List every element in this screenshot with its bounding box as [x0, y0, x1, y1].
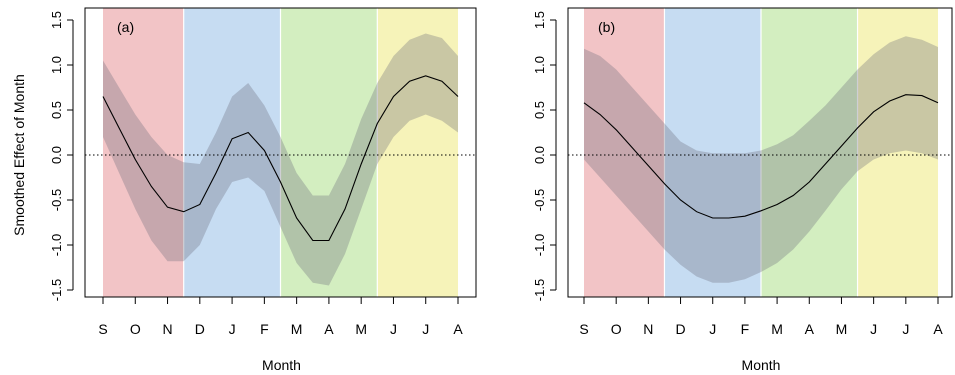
panel-b: (b) -1.5 -1.0 -0.5 0.0 0.5 1.0 1.5 S O N D J F M A M J J A M…: [532, 7, 953, 373]
x-tick-label: S: [98, 321, 107, 337]
y-tick-label: -1.0: [49, 234, 64, 256]
x-tick-label: A: [324, 321, 334, 337]
x-tick-label: A: [933, 321, 943, 337]
x-tick-label: A: [805, 321, 815, 337]
y-tick-label: -1.5: [532, 279, 547, 301]
y-tick-label: -1.0: [532, 234, 547, 256]
season-band: [664, 8, 761, 297]
panel-a: (a) -1.5 -1.0 -0.5 0.0 0.5 1.0 1.5 S O N D J F M A M J J A M…: [49, 7, 477, 373]
x-axis-label: Month: [742, 357, 781, 373]
x-tick-label: S: [579, 321, 588, 337]
x-tick-label: M: [771, 321, 783, 337]
season-band: [761, 8, 858, 297]
y-tick-label: 0.5: [532, 101, 547, 119]
y-axis-label: Smoothed Effect of Month: [11, 74, 27, 236]
smoothed-effect-line: [102, 75, 459, 242]
x-tick-label: O: [130, 321, 141, 337]
season-band: [103, 8, 184, 297]
y-tick-label: 1.0: [532, 56, 547, 74]
y-tick-label: -1.5: [49, 279, 64, 301]
x-tick-label: J: [709, 321, 716, 337]
panel-label: (b): [598, 19, 615, 35]
season-band: [857, 8, 938, 297]
confidence-band: [103, 33, 458, 286]
y-tick-label: 1.0: [49, 56, 64, 74]
y-tick-label: 1.5: [49, 11, 64, 29]
x-tick-label: F: [741, 321, 750, 337]
season-band: [280, 8, 378, 297]
season-band: [377, 8, 458, 297]
x-tick-label: J: [390, 321, 397, 337]
x-tick-label: J: [870, 321, 877, 337]
season-band: [183, 8, 281, 297]
x-tick-label: N: [643, 321, 653, 337]
x-tick-label: J: [422, 321, 429, 337]
x-tick-label: M: [291, 321, 303, 337]
x-tick-label: A: [453, 321, 463, 337]
x-tick-label: F: [260, 321, 269, 337]
smoothed-effect-line: [583, 94, 939, 219]
y-tick-label: -0.5: [532, 189, 547, 211]
x-tick-label: M: [836, 321, 848, 337]
x-axis-label: Month: [262, 357, 301, 373]
panel-label: (a): [117, 19, 134, 35]
y-tick-label: 1.5: [532, 11, 547, 29]
season-band: [584, 8, 665, 297]
confidence-band: [584, 36, 938, 283]
x-tick-label: D: [195, 321, 205, 337]
y-tick-label: 0.0: [49, 146, 64, 164]
y-tick-label: 0.5: [49, 101, 64, 119]
x-tick-label: D: [675, 321, 685, 337]
x-tick-label: M: [355, 321, 367, 337]
y-tick-label: -0.5: [49, 189, 64, 211]
x-tick-label: O: [611, 321, 622, 337]
y-tick-label: 0.0: [532, 146, 547, 164]
x-tick-label: N: [162, 321, 172, 337]
x-tick-label: J: [229, 321, 236, 337]
x-tick-label: J: [902, 321, 909, 337]
